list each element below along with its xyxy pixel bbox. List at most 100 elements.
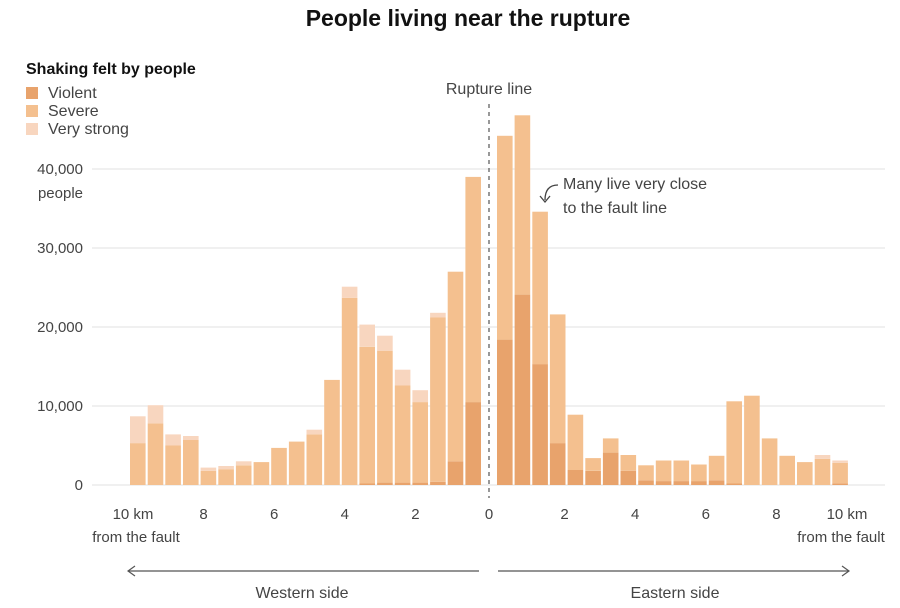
bar-segment-severe [532, 211, 548, 365]
bar-segment-violent [412, 482, 428, 485]
bar-segment-severe [165, 445, 181, 485]
bar-segment-severe [147, 423, 164, 485]
bar-segment-very-strong [130, 416, 146, 444]
bar-segment-very-strong [430, 312, 446, 318]
x-tick-label: 2 [411, 506, 419, 523]
bar-segment-severe [377, 350, 393, 483]
bar-segment-severe [430, 317, 446, 482]
bar-segment-violent [708, 480, 725, 485]
legend: Shaking felt by people Violent Severe Ve… [26, 61, 196, 138]
bar-segment-severe [585, 458, 601, 471]
rupture-label: Rupture line [446, 81, 532, 98]
x-tick-label: 10 km [113, 506, 154, 523]
bar-segment-violent [394, 482, 411, 485]
legend-label-violent: Violent [48, 85, 97, 102]
bar-segment-severe [620, 455, 637, 471]
y-tick-label: 10,000 [37, 398, 83, 415]
y-axis-ticks: 0 10,000 20,000 30,000 40,000 [37, 161, 83, 494]
x-sub-label-left: from the fault [92, 529, 180, 546]
annotation-arrow [544, 184, 559, 201]
bar-segment-severe [324, 379, 340, 485]
x-tick-label: 2 [560, 506, 568, 523]
bar-segment-severe [359, 346, 375, 484]
bar-segment-violent [691, 481, 707, 485]
bar-segment-violent [832, 483, 848, 485]
x-tick-label: 6 [702, 506, 710, 523]
bar-segment-violent [514, 294, 531, 485]
bar-segment-very-strong [218, 466, 234, 470]
bar-segment-severe [691, 464, 707, 482]
bar-segment-very-strong [832, 460, 848, 463]
bar-segment-violent [549, 443, 566, 485]
bar-segment-severe [708, 455, 725, 481]
bar-segment-very-strong [377, 335, 393, 351]
bar-segment-severe [183, 440, 199, 485]
bar-segment-violent [447, 461, 464, 485]
legend-title: Shaking felt by people [26, 61, 196, 78]
bar-segment-severe [638, 465, 654, 481]
bar-segment-severe [497, 135, 513, 340]
y-tick-label: 40,000 [37, 161, 83, 178]
legend-swatch-violent [26, 87, 38, 99]
bar-segment-very-strong [341, 286, 358, 298]
legend-label-very-strong: Very strong [48, 121, 129, 138]
bar-segment-violent [620, 470, 637, 485]
bar-segment-severe [549, 314, 566, 444]
y-tick-label: 20,000 [37, 319, 83, 336]
bar-segment-severe [567, 414, 584, 470]
bar-segment-severe [235, 465, 252, 486]
west-arrowhead [126, 565, 136, 577]
bar-segment-very-strong [306, 429, 323, 435]
bar-segment-violent [655, 481, 672, 485]
bar-segment-severe [814, 458, 831, 485]
x-axis-ticks: 10 km 8 6 4 2 0 2 4 6 8 10 km [113, 506, 868, 523]
bar-segment-very-strong [814, 455, 831, 459]
bar-segment-severe [655, 460, 672, 481]
bar-segment-severe [130, 443, 146, 485]
bar-segment-severe [761, 438, 778, 485]
bar-segment-violent [585, 470, 601, 485]
bar-segment-very-strong [165, 434, 181, 446]
bar-segment-severe [271, 447, 287, 485]
bar-segment-severe [253, 462, 270, 485]
bar-segment-severe [514, 115, 531, 295]
bar-segment-severe [394, 385, 411, 483]
side-arrows: Western side Eastern side [126, 565, 851, 602]
bar-segment-severe [673, 460, 690, 481]
bar-segment-severe [200, 470, 217, 485]
bar-segment-severe [288, 441, 305, 485]
x-tick-label: 0 [485, 506, 493, 523]
bar-segment-severe [602, 438, 619, 453]
bar-segment-severe [306, 434, 323, 485]
annotation-line-1: Many live very close [563, 176, 707, 193]
chart-title: People living near the rupture [306, 5, 631, 31]
bar-segment-severe [726, 401, 742, 484]
x-tick-label: 8 [199, 506, 207, 523]
bar-segment-violent [377, 482, 393, 485]
bar-segment-severe [412, 402, 428, 483]
bar-segment-very-strong [412, 390, 428, 403]
x-sub-label-right: from the fault [797, 529, 885, 546]
east-arrowhead [841, 565, 851, 577]
x-tick-label: 8 [772, 506, 780, 523]
bar-segment-very-strong [200, 467, 217, 471]
legend-swatch-very-strong [26, 123, 38, 135]
bar-segment-violent [673, 481, 690, 485]
bar-segment-very-strong [394, 369, 411, 386]
annotation: Many live very close to the fault line [539, 176, 707, 217]
bar-segment-severe [744, 395, 760, 485]
bar-segment-severe [447, 271, 464, 462]
bar-segment-severe [779, 455, 795, 485]
bar-segment-violent [532, 364, 548, 485]
bar-segment-very-strong [235, 461, 252, 466]
bar-segment-very-strong [183, 436, 199, 440]
bars [130, 115, 848, 486]
bar-segment-violent [465, 402, 481, 485]
bar-segment-violent [638, 480, 654, 485]
bar-segment-severe [465, 176, 481, 403]
annotation-line-2: to the fault line [563, 200, 667, 217]
bar-segment-violent [359, 483, 375, 485]
x-tick-label: 10 km [827, 506, 868, 523]
x-tick-label: 6 [270, 506, 278, 523]
